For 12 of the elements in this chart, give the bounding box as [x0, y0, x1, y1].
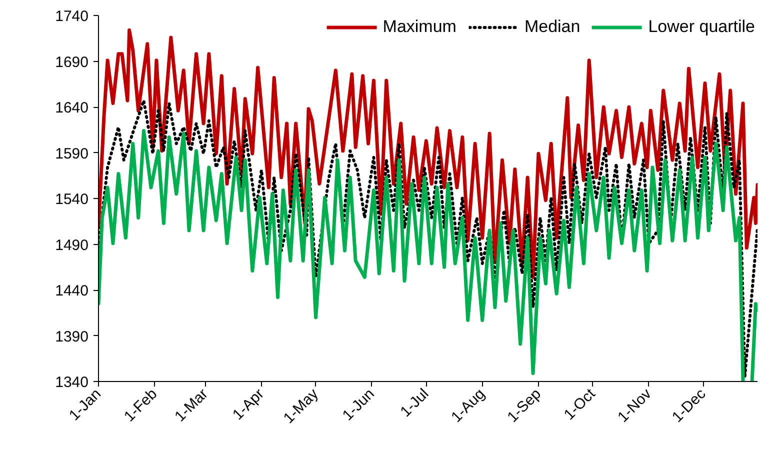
legend-label: Median — [524, 17, 580, 37]
y-tick-label: 1540 — [55, 191, 89, 208]
y-tick-label: 1390 — [55, 328, 89, 346]
y-tick-label: 1490 — [55, 236, 89, 254]
y-tick-label: 1440 — [55, 282, 89, 300]
legend-label: Lower quartile — [648, 17, 755, 37]
y-tick-label: 1340 — [55, 374, 89, 391]
legend-label: Maximum — [382, 17, 456, 37]
y-tick-label: 1690 — [55, 54, 89, 71]
y-tick-label: 1640 — [55, 100, 89, 116]
y-tick-label: 1740 — [55, 8, 89, 25]
y-tick-label: 1590 — [55, 145, 89, 162]
